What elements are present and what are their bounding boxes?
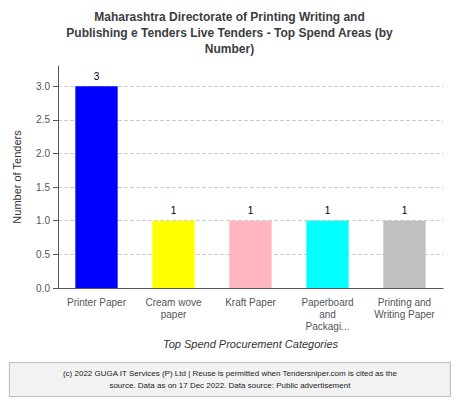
svg-text:1: 1 xyxy=(402,205,408,216)
svg-text:Maharashtra Directorate of Pri: Maharashtra Directorate of Printing Writ… xyxy=(94,10,364,24)
svg-text:Number of Tenders: Number of Tenders xyxy=(11,130,23,224)
svg-text:Number): Number) xyxy=(205,42,254,56)
svg-text:Publishing e Tenders Live Tend: Publishing e Tenders Live Tenders - Top … xyxy=(66,26,393,40)
svg-text:Paperboard: Paperboard xyxy=(301,297,353,308)
svg-text:2.5: 2.5 xyxy=(36,114,50,125)
svg-text:Printing and: Printing and xyxy=(378,297,431,308)
svg-text:0.5: 0.5 xyxy=(36,249,50,260)
svg-text:Writing Paper: Writing Paper xyxy=(374,309,435,320)
svg-text:Packagi...: Packagi... xyxy=(306,321,350,332)
svg-text:1: 1 xyxy=(248,205,254,216)
svg-text:(c) 2022 GUGA IT Services (P): (c) 2022 GUGA IT Services (P) Ltd | Reus… xyxy=(63,369,397,378)
svg-text:1.5: 1.5 xyxy=(36,182,50,193)
svg-text:0.0: 0.0 xyxy=(36,283,50,294)
svg-text:and: and xyxy=(319,309,336,320)
svg-text:paper: paper xyxy=(161,309,187,320)
svg-text:3: 3 xyxy=(94,71,100,82)
svg-text:source. Data as on 17 Dec 2022: source. Data as on 17 Dec 2022. Data sou… xyxy=(109,381,351,390)
svg-text:1: 1 xyxy=(325,205,331,216)
svg-text:3.0: 3.0 xyxy=(36,81,50,92)
svg-text:Top Spend Procurement Categori: Top Spend Procurement Categories xyxy=(163,338,339,350)
svg-text:Printer Paper: Printer Paper xyxy=(67,297,127,308)
svg-text:Kraft Paper: Kraft Paper xyxy=(225,297,276,308)
svg-text:1: 1 xyxy=(171,205,177,216)
svg-text:2.0: 2.0 xyxy=(36,148,50,159)
svg-text:Cream wove: Cream wove xyxy=(145,297,202,308)
svg-text:1.0: 1.0 xyxy=(36,215,50,226)
